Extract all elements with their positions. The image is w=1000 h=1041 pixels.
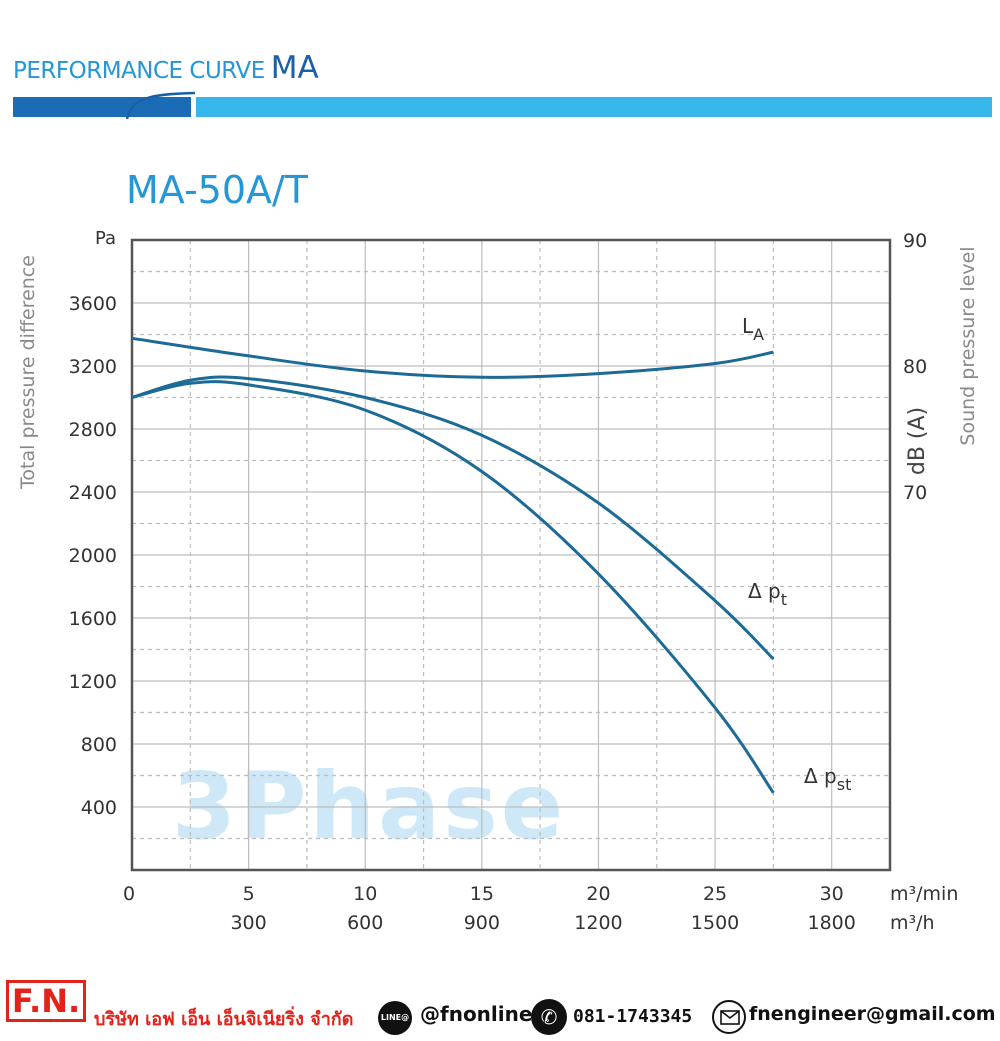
mail-icon bbox=[712, 1000, 746, 1034]
plot-frame bbox=[130, 238, 892, 872]
y-tick-label: 2400 bbox=[69, 482, 117, 504]
y-right-unit: dB (A) bbox=[905, 407, 930, 475]
y-tick-label: 3200 bbox=[69, 356, 117, 378]
series-label-la-sub: A bbox=[753, 325, 764, 344]
series-label-pst: Δ pst bbox=[804, 764, 851, 794]
y-right-tick-label: 90 bbox=[903, 230, 927, 252]
x-tick-label: 5 bbox=[243, 883, 255, 905]
series-line-la bbox=[131, 336, 774, 379]
line-id: @fnonline bbox=[420, 1002, 533, 1026]
fn-logo: F.N. bbox=[6, 980, 86, 1022]
series-label-pt-main: Δ p bbox=[748, 579, 781, 603]
x-unit-h: m³/h bbox=[890, 912, 935, 934]
line-icon: LINE@ bbox=[378, 1001, 412, 1035]
header-title-model: MA bbox=[270, 50, 319, 86]
y-tick-label: 800 bbox=[81, 734, 117, 756]
y-right-tick-label: 70 bbox=[903, 482, 927, 504]
header-title-prefix: PERFORMANCE CURVE bbox=[13, 58, 265, 84]
y-tick-label: 2800 bbox=[69, 419, 117, 441]
y-right-tick-label: 80 bbox=[903, 356, 927, 378]
series-label-pst-sub: st bbox=[837, 775, 852, 794]
series-label-pt-sub: t bbox=[781, 590, 787, 609]
x-tick-label-h: 1500 bbox=[691, 912, 739, 934]
chart-title: MA-50A/T bbox=[126, 168, 309, 212]
series-label-la-main: L bbox=[742, 314, 754, 338]
x-unit-min: m³/min bbox=[890, 883, 958, 905]
x-tick-label-h: 600 bbox=[347, 912, 383, 934]
phone-icon: ✆ bbox=[531, 999, 567, 1035]
y-unit-label: Pa bbox=[95, 228, 116, 249]
header-title: PERFORMANCE CURVE MA bbox=[13, 50, 319, 86]
footer: F.N. บริษัท เอฟ เอ็น เอ็นจิเนียริ่ง จำกั… bbox=[0, 972, 1000, 1041]
y-axis-title: Total pressure difference bbox=[17, 255, 39, 490]
y-tick-label: 1600 bbox=[69, 608, 117, 630]
x-tick-label: 10 bbox=[353, 883, 377, 905]
phone-number: 081-1743345 bbox=[573, 1006, 693, 1027]
x-tick-label: 30 bbox=[820, 883, 844, 905]
x-tick-label-h: 1200 bbox=[574, 912, 622, 934]
x-tick-label-h: 900 bbox=[464, 912, 500, 934]
series-label-pst-main: Δ p bbox=[804, 764, 837, 788]
x-tick-label: 15 bbox=[470, 883, 494, 905]
performance-chart: 3Phase4008001200160020002400280032003600… bbox=[17, 228, 979, 934]
x-tick-label-h: 300 bbox=[230, 912, 266, 934]
series-label-pt: Δ pt bbox=[748, 579, 787, 609]
y-tick-label: 2000 bbox=[69, 545, 117, 567]
company-name: บริษัท เอฟ เอ็น เอ็นจิเนียริ่ง จำกัด bbox=[94, 1009, 354, 1030]
series-label-la: LA bbox=[742, 314, 764, 344]
x-tick-label-h: 1800 bbox=[808, 912, 856, 934]
x-tick-label: 20 bbox=[586, 883, 610, 905]
y-tick-label: 1200 bbox=[69, 671, 117, 693]
header-bar-light bbox=[196, 97, 992, 117]
x-tick-label: 0 bbox=[123, 883, 135, 905]
y-tick-label: 400 bbox=[81, 797, 117, 819]
x-tick-label: 25 bbox=[703, 883, 727, 905]
email-address: fnengineer@gmail.com bbox=[749, 1003, 996, 1025]
series-line-pt bbox=[131, 375, 775, 661]
series-line-pst bbox=[131, 380, 775, 794]
y-right-axis-title: Sound pressure level bbox=[957, 246, 979, 445]
y-tick-label: 3600 bbox=[69, 293, 117, 315]
